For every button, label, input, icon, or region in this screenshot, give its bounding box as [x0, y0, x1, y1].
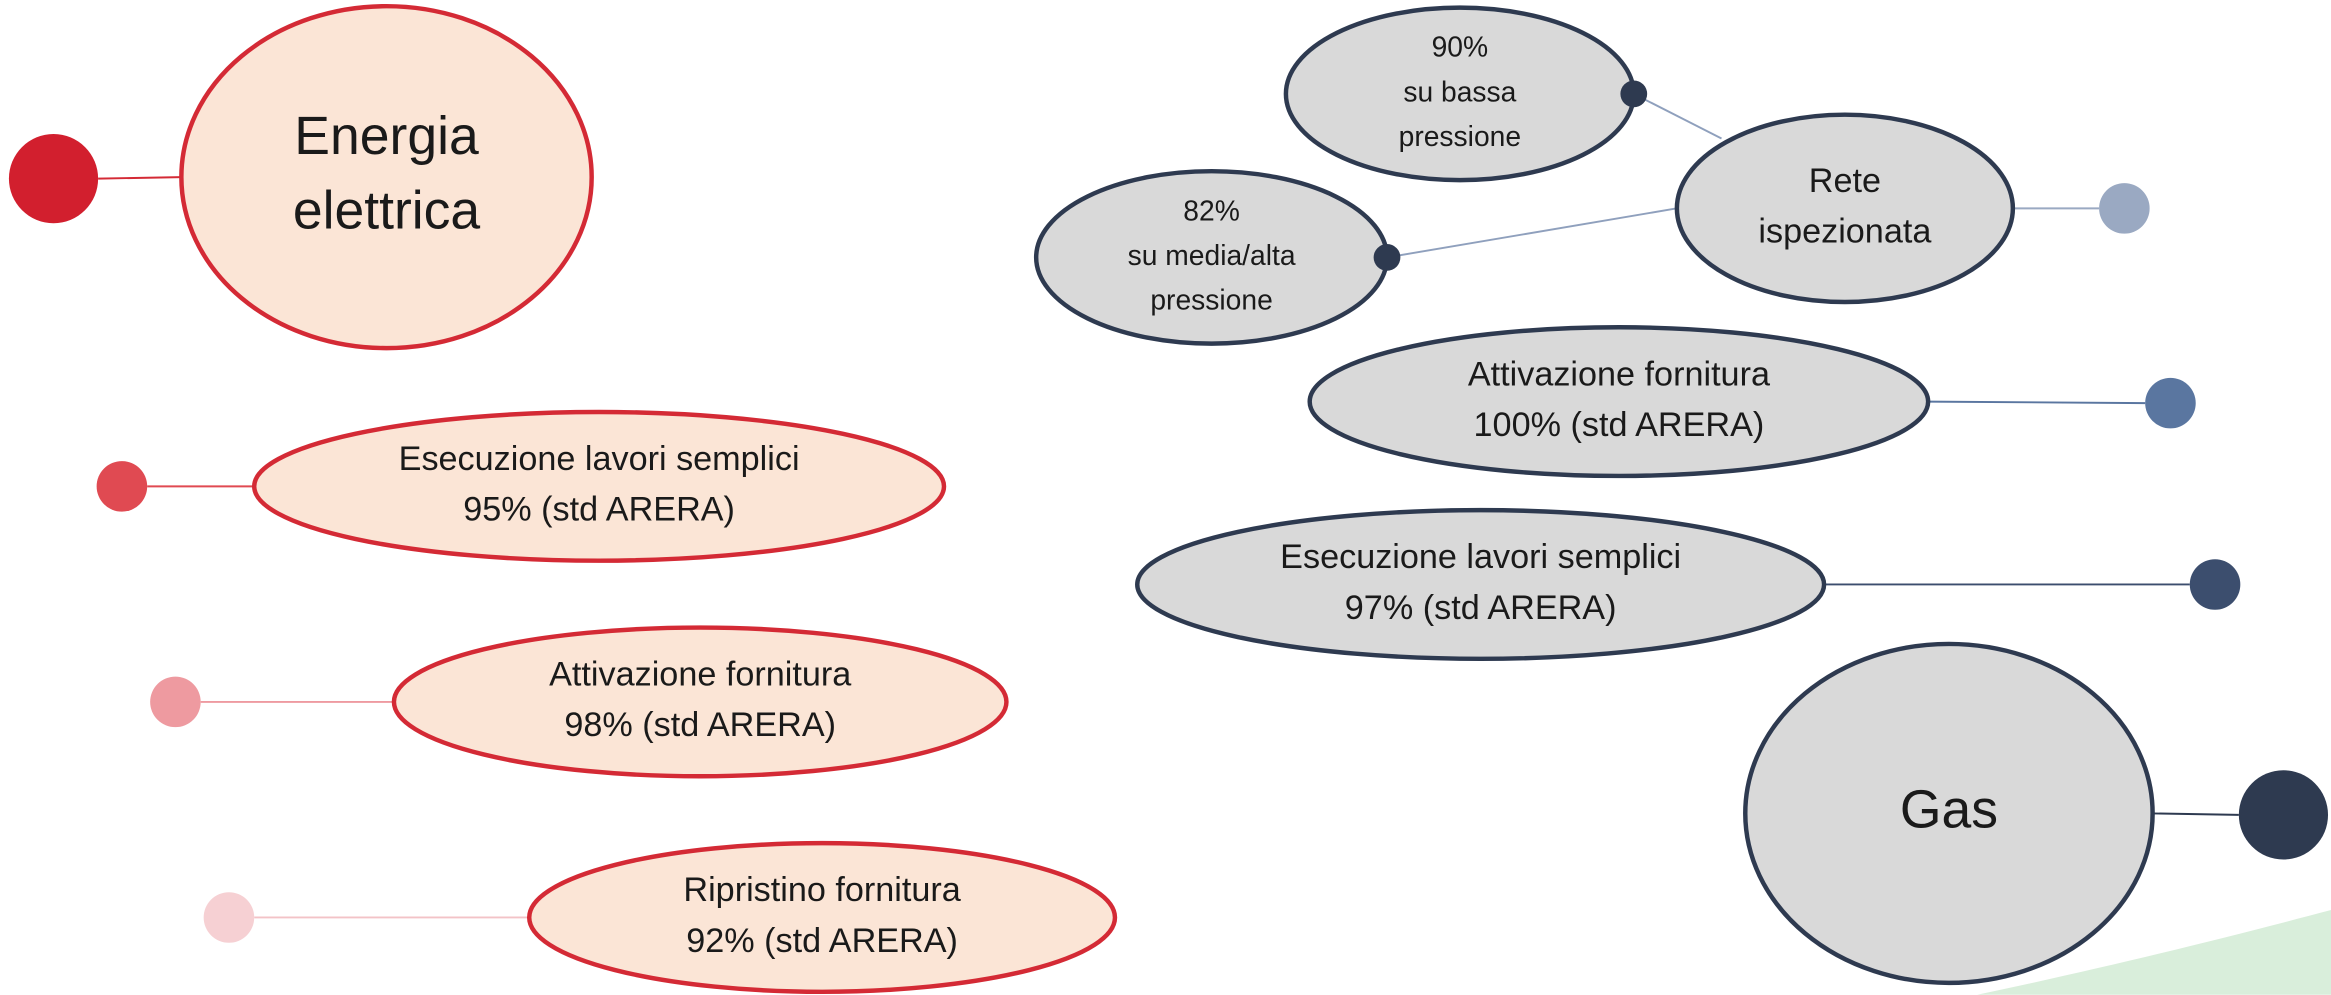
node-label: su bassa — [1403, 75, 1516, 107]
node-label: Attivazione fornitura — [1468, 355, 1771, 393]
node-dot — [150, 676, 201, 728]
node-label: Rete — [1809, 162, 1881, 200]
node-label: 95% (std ARERA) — [463, 491, 735, 529]
decor-swoosh — [1977, 910, 2331, 995]
node-label: Esecuzione lavori semplici — [399, 440, 800, 478]
node-ellipse — [1135, 507, 1827, 662]
node-ellipse — [1743, 641, 2155, 986]
node-label: 97% (std ARERA) — [1345, 589, 1617, 627]
node-label: 92% (std ARERA) — [686, 922, 958, 960]
connector — [1633, 93, 1722, 140]
node-label: pressione — [1399, 120, 1521, 152]
node-label: pressione — [1150, 283, 1272, 315]
connector — [1928, 400, 2146, 405]
node-dot — [1373, 244, 1401, 271]
node-label: ispezionata — [1758, 213, 1932, 251]
node-ellipse — [527, 840, 1118, 995]
node-ellipse — [391, 625, 1009, 779]
node-dot — [2145, 377, 2196, 429]
node-dot — [1620, 80, 1648, 108]
node-label: Attivazione fornitura — [549, 656, 852, 694]
connector — [1386, 207, 1678, 259]
node-dot — [8, 134, 99, 224]
node-label: Ripristino fornitura — [683, 871, 961, 909]
node-label: Esecuzione lavori semplici — [1280, 538, 1681, 576]
node-dot — [2189, 559, 2241, 610]
node-label: 82% — [1183, 194, 1240, 226]
node-ellipse — [251, 409, 947, 563]
node-ellipse — [1307, 325, 1931, 479]
node-dot — [2238, 770, 2329, 860]
node-dot — [96, 461, 148, 512]
node-label: Energia — [294, 107, 479, 166]
connector — [98, 176, 182, 180]
node-dot — [2099, 183, 2150, 234]
node-dot — [203, 892, 255, 943]
node-label: su media/alta — [1128, 239, 1296, 271]
node-ellipse — [179, 3, 594, 351]
node-label: Gas — [1900, 781, 1998, 840]
node-ellipse — [1674, 112, 2016, 305]
connector — [2152, 812, 2239, 816]
node-label: 90% — [1432, 31, 1489, 63]
node-label: elettrica — [293, 181, 481, 240]
node-label: 98% (std ARERA) — [564, 706, 836, 744]
node-label: 100% (std ARERA) — [1474, 406, 1765, 444]
